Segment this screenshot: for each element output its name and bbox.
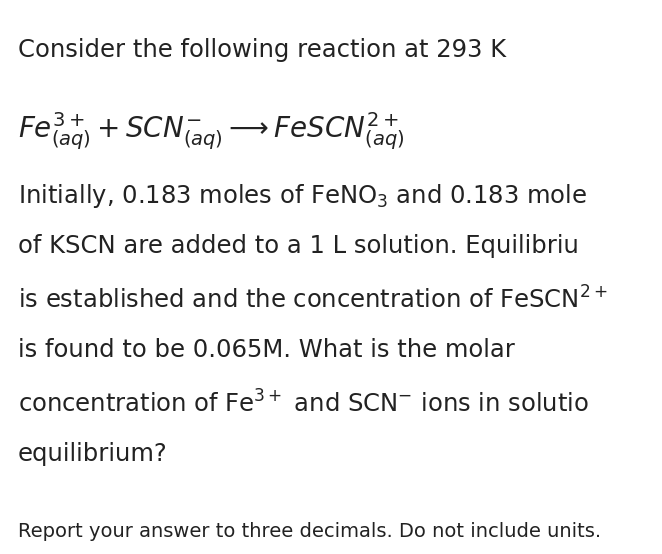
Text: $Fe^{3+}_{(aq)} + SCN^{-}_{(aq)} \longrightarrow FeSCN^{2+}_{(aq)}$: $Fe^{3+}_{(aq)} + SCN^{-}_{(aq)} \longri… (18, 110, 404, 152)
Text: equilibrium?: equilibrium? (18, 442, 167, 466)
Text: concentration of Fe$^{3+}$ and SCN$^{-}$ ions in solutio: concentration of Fe$^{3+}$ and SCN$^{-}$… (18, 390, 589, 417)
Text: Consider the following reaction at 293 K: Consider the following reaction at 293 K (18, 38, 506, 62)
Text: of KSCN are added to a 1 L solution. Equilibriu: of KSCN are added to a 1 L solution. Equ… (18, 234, 579, 258)
Text: is established and the concentration of FeSCN$^{2+}$: is established and the concentration of … (18, 286, 608, 313)
Text: Initially, 0.183 moles of FeNO$_3$ and 0.183 mole: Initially, 0.183 moles of FeNO$_3$ and 0… (18, 182, 587, 210)
Text: Report your answer to three decimals. Do not include units.: Report your answer to three decimals. Do… (18, 522, 601, 541)
Text: is found to be 0.065M. What is the molar: is found to be 0.065M. What is the molar (18, 338, 515, 362)
